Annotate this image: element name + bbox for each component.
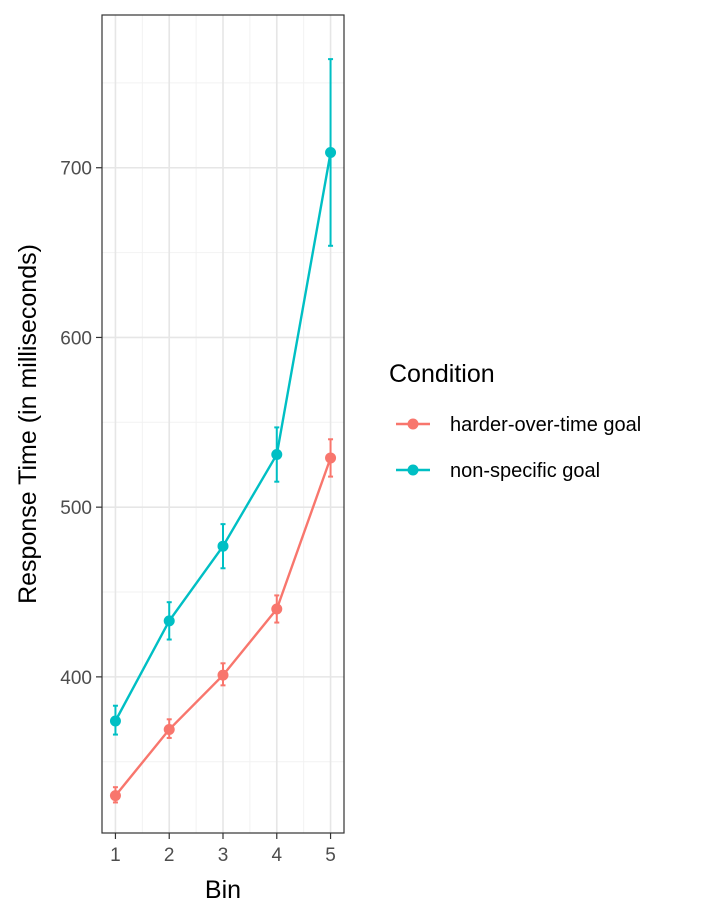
data-point: [271, 603, 283, 615]
data-point: [163, 723, 175, 735]
x-tick-label: 4: [271, 845, 282, 866]
legend-title: Condition: [389, 360, 495, 388]
y-tick-label: 500: [60, 498, 92, 519]
data-point: [271, 449, 283, 461]
data-point: [325, 452, 337, 464]
y-axis: 400 500 600 700: [60, 159, 102, 689]
legend-label: non-specific goal: [450, 460, 600, 482]
data-point: [217, 669, 229, 681]
x-axis: 1 2 3 4 5: [110, 833, 336, 866]
legend-item: non-specific goal: [396, 460, 600, 482]
series-1: [109, 58, 337, 736]
legend: Condition harder-over-time goal non-speci…: [389, 360, 641, 482]
x-tick-label: 3: [218, 845, 229, 866]
series-0: [109, 438, 337, 804]
legend-item: harder-over-time goal: [396, 414, 641, 436]
y-tick-label: 400: [60, 668, 92, 689]
legend-label: harder-over-time goal: [450, 414, 641, 436]
data-point: [325, 146, 337, 158]
data-point: [109, 790, 121, 802]
series-layer: [109, 58, 337, 804]
data-point: [217, 540, 229, 552]
y-tick-label: 600: [60, 328, 92, 349]
y-axis-title: Response Time (in milliseconds): [14, 244, 42, 604]
legend-items: harder-over-time goal non-specific goal: [396, 414, 641, 482]
x-axis-title: Bin: [205, 876, 241, 904]
y-tick-label: 700: [60, 159, 92, 180]
x-tick-label: 1: [110, 845, 121, 866]
legend-key-point: [407, 418, 419, 430]
legend-key-point: [407, 464, 419, 476]
x-tick-label: 5: [325, 845, 336, 866]
x-tick-label: 2: [164, 845, 175, 866]
data-point: [163, 615, 175, 627]
data-point: [109, 715, 121, 727]
